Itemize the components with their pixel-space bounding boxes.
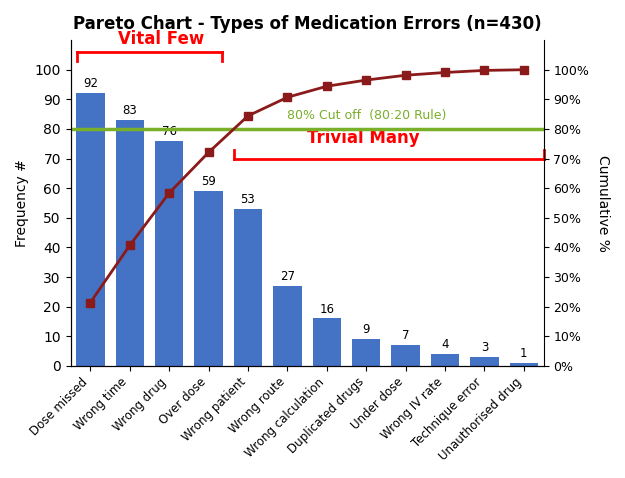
Bar	[391, 345, 420, 366]
Text: 76: 76	[162, 125, 177, 138]
Bar	[234, 209, 262, 366]
Bar	[116, 120, 144, 366]
Bar	[155, 141, 183, 366]
Text: 9: 9	[362, 323, 370, 336]
Text: 7: 7	[402, 329, 409, 342]
Bar	[431, 354, 459, 366]
Text: 59: 59	[201, 175, 216, 188]
Bar	[273, 286, 302, 366]
Y-axis label: Frequency #: Frequency #	[15, 159, 29, 247]
Bar	[352, 339, 381, 366]
Bar	[470, 357, 499, 366]
Bar	[76, 93, 104, 366]
Text: Vital Few: Vital Few	[118, 30, 204, 47]
Text: 83: 83	[122, 104, 137, 117]
Text: 80% Cut off  (80:20 Rule): 80% Cut off (80:20 Rule)	[288, 109, 447, 121]
Text: Trivial Many: Trivial Many	[307, 129, 420, 147]
Text: 3: 3	[481, 341, 488, 354]
Bar	[509, 363, 538, 366]
Text: 16: 16	[319, 303, 334, 315]
Text: 27: 27	[280, 270, 295, 283]
Text: 1: 1	[520, 347, 528, 360]
Bar	[194, 191, 222, 366]
Text: 53: 53	[241, 193, 256, 206]
Title: Pareto Chart - Types of Medication Errors (n=430): Pareto Chart - Types of Medication Error…	[72, 15, 541, 33]
Bar	[312, 318, 341, 366]
Y-axis label: Cumulative %: Cumulative %	[596, 154, 610, 251]
Text: 4: 4	[441, 338, 449, 351]
Text: 92: 92	[83, 77, 98, 90]
